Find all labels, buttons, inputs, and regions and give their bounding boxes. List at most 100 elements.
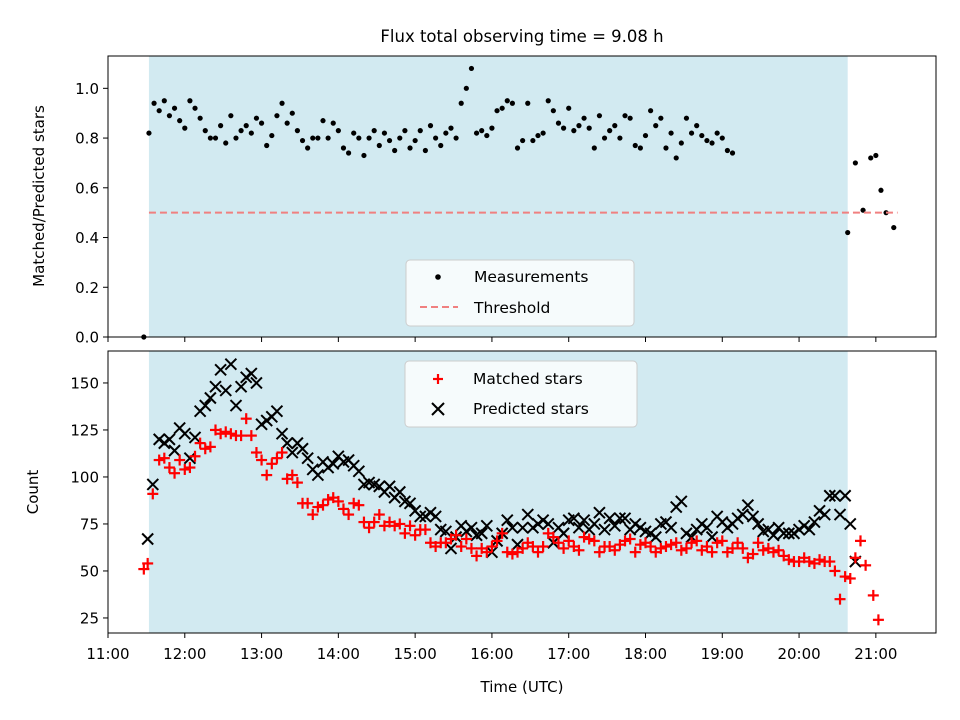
measurement-point [340, 145, 347, 151]
matched-star-point [471, 550, 483, 562]
measurement-point [601, 135, 608, 141]
y-tick-label: 0.4 [75, 229, 99, 247]
predicted-star-point [506, 521, 519, 534]
matched-star-point [163, 462, 175, 474]
y-tick-label: 0.0 [75, 329, 99, 347]
measurement-point [581, 115, 587, 121]
top-panel: 0.0 0.2 0.4 0.6 0.8 1.0 Matched/Predicted sta… [30, 55, 937, 347]
predicted-star-point [199, 399, 212, 412]
measurement-point [161, 98, 167, 104]
matched-star-point [302, 497, 314, 509]
x-tick-label: 21:00 [854, 645, 897, 663]
measurement-point [279, 100, 285, 106]
matched-star-point [691, 535, 703, 547]
measurement-point [514, 145, 521, 151]
predicted-star-point [286, 446, 299, 459]
matched-star-point [245, 430, 257, 442]
measurement-point [617, 135, 623, 141]
matched-star-point [261, 469, 273, 481]
y-tick-label: 75 [80, 515, 99, 533]
measurement-point [177, 118, 183, 124]
matched-star-point [184, 462, 196, 474]
matched-star-point [829, 565, 841, 577]
predicted-star-point [141, 532, 154, 546]
measurement-point [320, 118, 326, 124]
matched-star-point [266, 458, 278, 470]
matched-star-point [860, 559, 872, 571]
predicted-star-point [567, 512, 581, 525]
matched-star-point [373, 509, 385, 521]
matched-star-point [670, 537, 682, 549]
measurement-point [576, 123, 582, 129]
measurement-point [284, 120, 290, 126]
measurement-point [668, 130, 674, 136]
x-tick-label: 13:00 [240, 645, 283, 663]
predicted-star-point [327, 457, 340, 471]
matched-star-point [142, 557, 154, 569]
measurement-point [197, 115, 203, 121]
predicted-star-point [480, 519, 494, 533]
measurement-point [694, 123, 700, 129]
matched-star-point [783, 554, 795, 566]
matched-star-point [645, 541, 657, 553]
measurement-point [699, 132, 705, 139]
predicted-star-point [475, 527, 488, 540]
y-tick-label: 0.8 [75, 130, 99, 148]
measurement-point [438, 142, 444, 149]
measurement-point [479, 128, 485, 134]
measurement-point [494, 108, 500, 114]
matched-star-point [711, 537, 723, 549]
measurement-point [891, 224, 897, 231]
measurement-point [264, 142, 270, 149]
matched-star-point [286, 469, 298, 481]
predicted-star-point [618, 512, 632, 525]
legend-label-measurements: Measurements [474, 268, 589, 286]
measurement-point [310, 135, 316, 141]
matched-star-point [849, 552, 861, 564]
predicted-star-point [403, 497, 417, 510]
predicted-star-point [767, 529, 780, 542]
predicted-star-point [311, 468, 325, 482]
matched-star-point [189, 450, 201, 462]
bottom-x-ticks: 11:00 12:00 13:00 14:00 15:00 16:00 17:00 18:00… [86, 633, 897, 663]
matched-star-point [583, 533, 595, 545]
measurement-point [356, 135, 362, 141]
measurement-point [860, 207, 866, 213]
predicted-star-point [270, 404, 284, 418]
matched-star-point [343, 509, 355, 521]
measurement-point [443, 130, 449, 136]
matched-star-point [752, 537, 764, 549]
predicted-star-point [598, 523, 611, 536]
predicted-star-point [414, 510, 427, 523]
matched-star-point [363, 522, 375, 534]
matched-star-point [179, 463, 191, 475]
predicted-star-point [224, 357, 238, 371]
matched-star-point [803, 556, 815, 568]
predicted-star-point [746, 510, 760, 523]
bottom-axes-frame [107, 350, 937, 634]
measurement-point [596, 113, 603, 119]
matched-star-point [291, 477, 303, 489]
matched-star-point [824, 556, 836, 568]
measurement-point [499, 105, 505, 111]
matched-star-point [867, 589, 879, 601]
measurement-point [381, 130, 388, 136]
bottom-ylabel: Count [24, 470, 42, 515]
predicted-star-point [146, 478, 159, 491]
measurement-point [607, 128, 613, 134]
measurement-point [873, 152, 879, 159]
predicted-star-point [275, 427, 289, 440]
measurement-point [146, 130, 152, 136]
matched-star-point [322, 494, 334, 506]
matched-star-point [619, 535, 631, 547]
predicted-star-point [803, 523, 816, 536]
matched-star-point [450, 529, 462, 541]
measurement-point [274, 113, 280, 119]
measurement-point [453, 135, 459, 141]
bottom-legend: Matched stars Predicted stars [404, 360, 638, 428]
measurement-point [299, 137, 306, 144]
matched-star-point [204, 441, 216, 453]
matched-star-point [353, 499, 365, 511]
matched-star-point [537, 541, 549, 553]
measurement-point [218, 123, 224, 129]
